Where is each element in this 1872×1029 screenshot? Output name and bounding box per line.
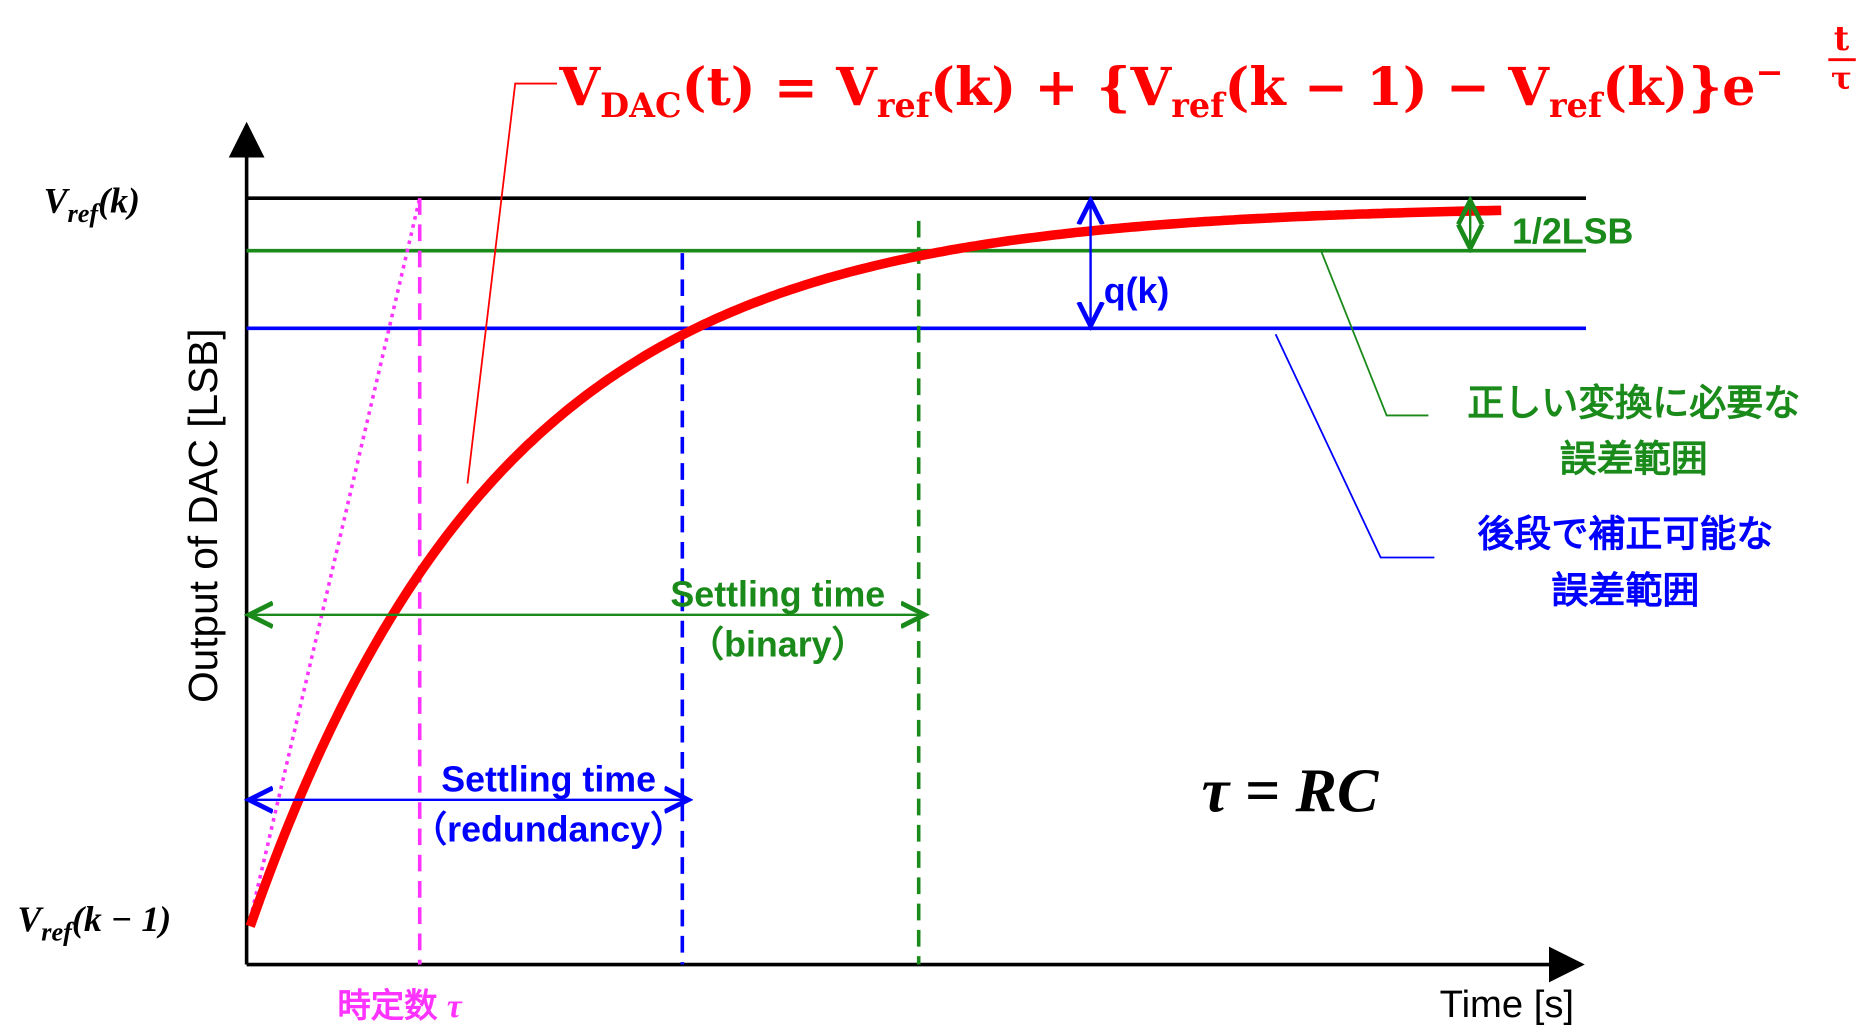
callout — [1274, 333, 1435, 559]
settling-binary: （binary） — [688, 625, 867, 665]
time-constant: 時定数 τ — [337, 987, 463, 1025]
tangent-line — [248, 197, 422, 920]
green-note: 正しい変換に必要な — [1467, 381, 1800, 423]
exp-num: t — [1834, 19, 1850, 58]
settling-curve — [245, 205, 1502, 928]
y-bottom-label: Vref(k − 1) — [17, 899, 171, 947]
settling-redundancy: （redundancy） — [411, 810, 686, 850]
x-axis-label: Time [s] — [1440, 983, 1574, 1026]
y-top-label: Vref(k) — [44, 180, 140, 228]
blue-note: 後段で補正可能な — [1477, 514, 1773, 555]
callout — [466, 82, 557, 484]
callout — [1320, 250, 1429, 417]
tau-equation: τ = RC — [1202, 758, 1379, 826]
y-axis-label: Output of DAC [LSB] — [180, 328, 226, 702]
blue-note: 誤差範囲 — [1551, 570, 1699, 611]
settling-redundancy: Settling time — [441, 759, 656, 799]
equation: VDAC(t) = Vref(k) + {Vref(k − 1) − Vref(… — [558, 53, 1783, 125]
settling-binary: Settling time — [670, 574, 885, 614]
exp-den: τ — [1831, 60, 1852, 96]
q-k: q(k) — [1104, 271, 1170, 311]
half-lsb: 1/2LSB — [1512, 212, 1633, 252]
green-note: 誤差範囲 — [1560, 439, 1708, 480]
